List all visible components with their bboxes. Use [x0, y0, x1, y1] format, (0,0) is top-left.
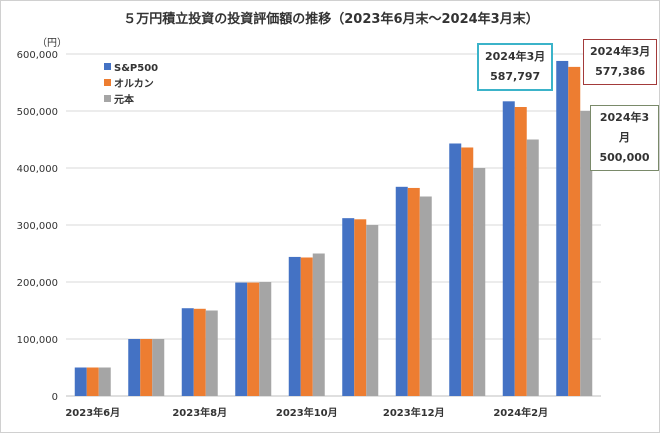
- bar-S&P500: [235, 282, 248, 396]
- bar-元本: [526, 139, 539, 396]
- legend-label: S&P500: [114, 63, 158, 74]
- chart-title: ５万円積立投資の投資評価額の推移（2023年6月末～2024年3月末）: [123, 11, 538, 27]
- x-tick-label: 2023年10月: [276, 406, 338, 419]
- bar-元本: [580, 111, 593, 396]
- bar-オルカン: [86, 367, 99, 396]
- bar-S&P500: [128, 339, 141, 396]
- bar-元本: [205, 310, 218, 396]
- bar-オルカン: [407, 187, 420, 396]
- legend-label: オルカン: [114, 78, 154, 90]
- bar-S&P500: [342, 218, 355, 396]
- y-tick-label: 100,000: [17, 335, 58, 346]
- bar-S&P500: [181, 308, 194, 396]
- bar-元本: [473, 168, 486, 396]
- bar-元本: [259, 282, 272, 396]
- bar-元本: [312, 253, 325, 396]
- bar-オルカン: [514, 107, 527, 396]
- bar-S&P500: [288, 256, 301, 396]
- y-tick-label: 400,000: [17, 164, 58, 175]
- annotation-sp500: 2024年3月 587,797: [477, 43, 554, 91]
- y-tick-label: 200,000: [17, 278, 58, 289]
- bar-オルカン: [300, 257, 313, 396]
- bar-S&P500: [74, 367, 87, 396]
- bar-元本: [98, 367, 111, 396]
- annotation-principal: 2024年3月 500,000: [590, 105, 659, 171]
- legend-swatch: [104, 79, 111, 86]
- bar-オルカン: [461, 147, 474, 396]
- annotation-value: 577,386: [595, 65, 646, 78]
- x-tick-label: 2023年12月: [383, 406, 445, 419]
- bar-元本: [419, 196, 432, 396]
- bar-オルカン: [568, 66, 581, 396]
- bar-元本: [152, 339, 165, 396]
- annotation-orukan: 2024年3月 577,386: [583, 39, 658, 85]
- legend-label: 元本: [114, 93, 135, 106]
- x-tick-label: 2023年8月: [172, 406, 227, 419]
- annotation-label: 2024年3月: [485, 50, 546, 63]
- y-tick-label: 600,000: [17, 50, 58, 61]
- annotation-value: 587,797: [490, 70, 541, 83]
- annotation-label: 2024年3月: [599, 111, 650, 144]
- x-tick-label: 2023年6月: [65, 406, 120, 419]
- legend-swatch: [104, 95, 111, 102]
- bar-S&P500: [449, 143, 462, 396]
- bar-オルカン: [354, 219, 367, 396]
- annotation-value: 500,000: [599, 151, 650, 164]
- y-tick-label: 300,000: [17, 221, 58, 232]
- bar-オルカン: [193, 308, 206, 396]
- y-tick-label: 0: [52, 392, 58, 403]
- legend-swatch: [104, 63, 111, 70]
- bar-S&P500: [395, 186, 408, 396]
- x-tick-label: 2024年2月: [493, 406, 548, 419]
- bar-元本: [366, 225, 379, 396]
- bar-S&P500: [556, 60, 569, 396]
- bar-オルカン: [247, 282, 260, 396]
- annotation-label: 2024年3月: [590, 45, 651, 58]
- bar-オルカン: [140, 339, 153, 396]
- bar-S&P500: [502, 101, 515, 396]
- y-axis-unit: （円）: [37, 37, 67, 49]
- y-tick-label: 500,000: [17, 107, 58, 118]
